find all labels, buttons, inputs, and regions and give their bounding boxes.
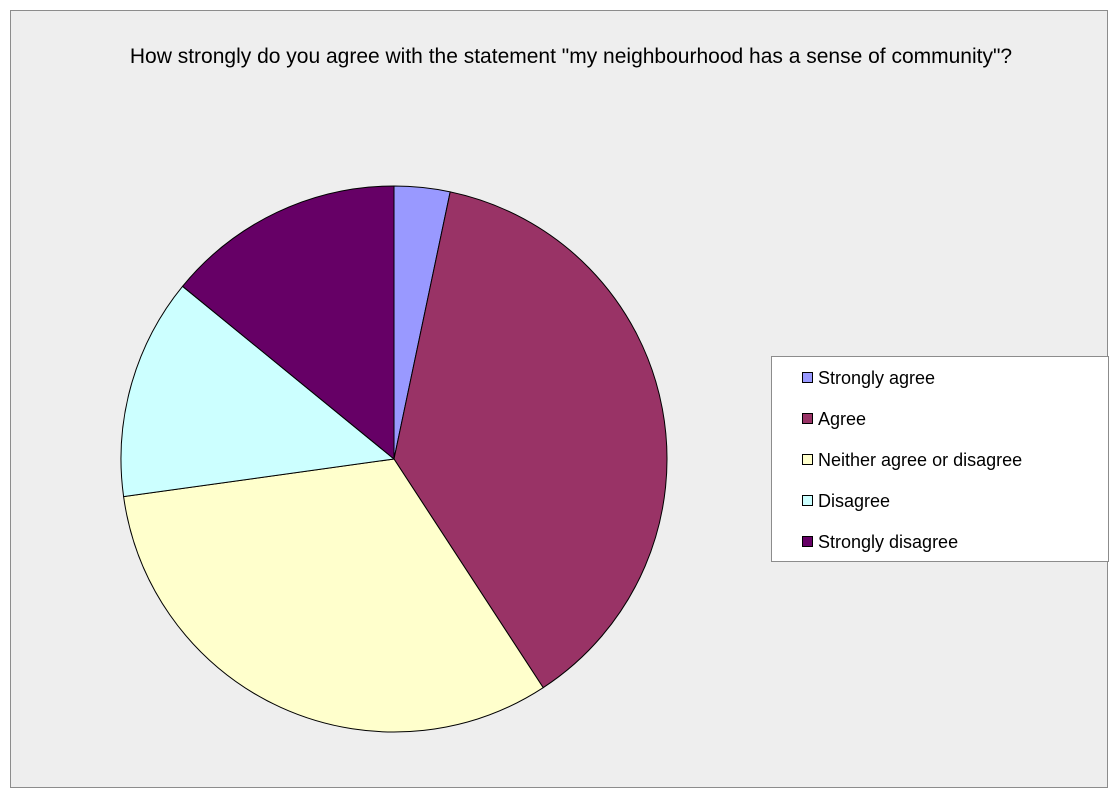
legend-label: Strongly disagree <box>818 532 959 552</box>
legend-item-strongly-disagree: Strongly disagree <box>802 527 1108 568</box>
pie-slice-disagree <box>120 285 395 498</box>
legend: Strongly agree Agree Neither agree or disa… <box>771 356 1109 562</box>
legend-item-strongly-agree: Strongly agree <box>802 363 1108 404</box>
legend-item-agree: Agree <box>802 404 1108 445</box>
legend-swatch <box>802 495 813 506</box>
legend-swatch <box>802 454 813 465</box>
legend-item-neither-agree-or-disagree: Neither agree or disagree <box>802 445 1108 486</box>
legend-swatch <box>802 413 813 424</box>
legend-label: Neither agree or disagree <box>818 450 1023 470</box>
legend-items: Strongly agree Agree Neither agree or disa… <box>802 363 1108 568</box>
pie-slice-agree <box>393 191 668 689</box>
legend-swatch <box>802 536 813 547</box>
legend-label: Strongly agree <box>818 368 936 388</box>
pie-slices <box>120 185 668 733</box>
legend-label: Agree <box>818 409 867 429</box>
pie-slice-neither-agree-or-disagree <box>123 458 544 733</box>
chart-title: How strongly do you agree with the state… <box>129 45 1013 68</box>
chart-area: How strongly do you agree with the state… <box>10 10 1109 788</box>
legend-label: Disagree <box>818 491 891 511</box>
legend-swatch <box>802 372 813 383</box>
legend-item-disagree: Disagree <box>802 486 1108 527</box>
pie-chart <box>120 185 668 733</box>
pie-slice-strongly-disagree <box>182 185 395 460</box>
